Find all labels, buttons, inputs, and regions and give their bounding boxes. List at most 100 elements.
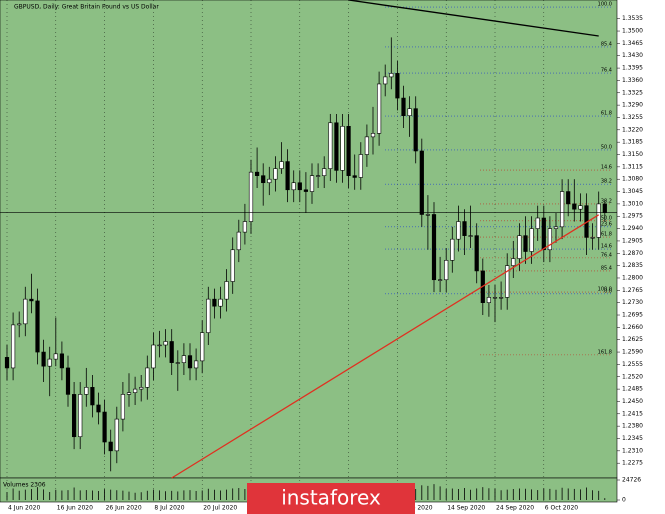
candle-body <box>462 221 467 236</box>
candle-body <box>163 341 168 346</box>
candle-body <box>169 341 174 363</box>
fib-label: 14.6 <box>601 165 612 171</box>
watermark-box <box>247 483 415 514</box>
candle-body <box>224 281 229 300</box>
candle-body <box>114 418 119 452</box>
candle-body <box>419 150 424 215</box>
candle-body <box>547 228 552 251</box>
candle-body <box>145 367 150 388</box>
y-tick-label: 1.2730 <box>622 299 643 306</box>
candle-body <box>23 298 28 325</box>
y-tick-label: 1.2380 <box>622 423 643 430</box>
fib-label: 23.6 <box>601 221 612 227</box>
candle-body <box>157 344 162 347</box>
y-tick-label: 1.3360 <box>622 77 643 84</box>
y-tick-label: 1.3465 <box>622 40 643 47</box>
candle-body <box>389 73 394 78</box>
fib-label: 61.8 <box>601 232 612 238</box>
x-tick-label: 2 Sep 2020 <box>398 505 432 512</box>
x-tick-label: 26 Jun 2020 <box>106 505 142 512</box>
y-tick-label: 1.2415 <box>622 410 643 417</box>
candle-body <box>352 175 357 178</box>
candle-body <box>285 161 290 191</box>
fib-label: 76.4 <box>601 68 612 74</box>
x-tick-label: 16 Jun 2020 <box>57 505 93 512</box>
y-tick-label: 1.2765 <box>622 287 643 294</box>
candle-body <box>273 168 278 180</box>
candle-body <box>334 122 339 171</box>
candle-body <box>194 360 199 369</box>
candle-body <box>596 203 601 238</box>
candle-body <box>65 367 71 395</box>
candle-body <box>309 175 315 192</box>
candle-body <box>395 73 400 99</box>
candle-body <box>523 235 528 252</box>
candle-body <box>181 355 187 363</box>
trendline <box>171 214 600 479</box>
candle-body <box>322 168 327 176</box>
fib-label: 85.4 <box>601 265 612 271</box>
y-tick-label: 1.2310 <box>622 447 643 454</box>
candle-body <box>492 297 498 299</box>
x-tick-label: 4 Jun 2020 <box>8 505 40 512</box>
candle-body <box>53 353 58 360</box>
y-tick-label: 1.2625 <box>622 336 643 343</box>
candle-body <box>517 235 522 259</box>
candle-body <box>364 136 370 155</box>
fib-label: 50.0 <box>601 144 612 150</box>
candle-body <box>248 171 254 222</box>
candle-body <box>474 235 479 272</box>
candle-body <box>590 237 595 239</box>
fib-label: 61.8 <box>601 111 612 117</box>
y-tick-label: 1.2450 <box>622 398 643 405</box>
y-tick-label: 1.3430 <box>622 52 643 59</box>
y-tick-label: 1.2590 <box>622 349 643 356</box>
candle-body <box>529 228 534 252</box>
candle-body <box>218 298 223 307</box>
candle-body <box>346 125 351 176</box>
y-tick-label: 1.2555 <box>622 361 643 368</box>
candle-body <box>376 83 382 134</box>
candle-body <box>4 357 10 369</box>
candle-body <box>151 344 156 369</box>
candle-body <box>139 387 144 390</box>
x-tick-label: 24 Sep 2020 <box>496 505 534 512</box>
y-tick-label: 1.3325 <box>622 89 643 96</box>
candle-body <box>59 353 64 369</box>
x-tick-label: 6 Oct 2020 <box>545 505 578 512</box>
candle-body <box>35 300 40 353</box>
candle-body <box>437 279 443 281</box>
fib-label: 38.2 <box>601 198 612 204</box>
candle-body <box>72 394 77 438</box>
candle-body <box>456 221 461 240</box>
candle-body <box>383 76 388 85</box>
candle-body <box>78 394 83 438</box>
volume-title: Volumes 2306 <box>3 482 46 489</box>
candle-body <box>29 298 34 302</box>
candle-body <box>96 404 101 413</box>
candle-body <box>444 260 449 281</box>
y-tick-label: 1.3115 <box>622 163 643 170</box>
fib-label: 14.6 <box>601 244 612 250</box>
y-tick-label: 1.2485 <box>622 386 643 393</box>
volume-tick-label: 0 <box>622 497 626 504</box>
y-tick-label: 1.3535 <box>622 15 643 22</box>
candle-body <box>425 214 431 216</box>
candle-body <box>559 191 565 228</box>
candle-body <box>120 394 125 420</box>
trendline <box>348 0 599 37</box>
candle-body <box>315 175 321 177</box>
candle-body <box>90 387 95 406</box>
watermark: instaforex <box>281 486 381 510</box>
candle-body <box>407 108 412 117</box>
volume-tick-label: 24726 <box>622 477 641 484</box>
y-tick-label: 1.3080 <box>622 176 643 183</box>
x-tick-label: 14 Sep 2020 <box>447 505 485 512</box>
y-tick-label: 1.3255 <box>622 114 643 121</box>
candle-body <box>133 388 138 393</box>
y-tick-label: 1.3010 <box>622 200 643 207</box>
fib-label: 100.0 <box>598 2 612 8</box>
candle-body <box>212 298 217 307</box>
y-tick-label: 1.3500 <box>622 28 643 35</box>
candle-body <box>566 191 571 205</box>
